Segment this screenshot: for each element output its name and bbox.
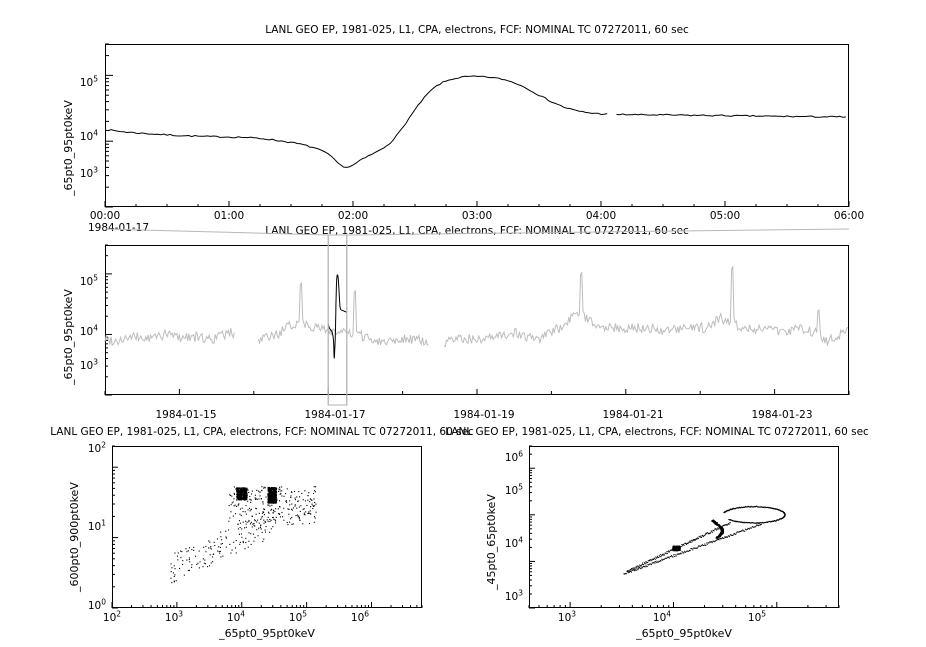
zoom-highlight-box [327, 234, 348, 406]
detail-timeseries-line [104, 75, 608, 168]
zoom-connector-right [346, 228, 850, 236]
scatter-left-ytick-1e1: 101 [87, 518, 106, 533]
overview-xtick-3: 1984-01-21 [602, 409, 664, 421]
detail-xtick-4: 04:00 [585, 210, 617, 222]
scatter-left-xtick-1e3: 103 [164, 609, 184, 624]
overview-highlight-segment [327, 274, 347, 359]
detail-ytick-1e4: 104 [79, 128, 98, 143]
overview-ytick-1e5: 105 [79, 273, 98, 288]
overview-timeseries-line [443, 265, 849, 348]
overview-ytick-1e3: 103 [79, 357, 98, 372]
detail-xtick-3: 03:00 [461, 210, 493, 222]
detail-xtick-6: 06:00 [833, 210, 865, 222]
scatter-left-points [170, 486, 317, 584]
scatter-right-ytick-1e3: 103 [504, 588, 523, 603]
scatter-left-xtick-1e5: 105 [288, 609, 308, 624]
overview-timeseries-line [104, 328, 235, 346]
scatter-right-xtick-1e4: 104 [652, 609, 672, 624]
overview-xtick-2: 1984-01-19 [453, 409, 515, 421]
overview-timeseries-line [257, 281, 429, 346]
scatter-right-xlabel: _65pt0_95pt0keV [636, 627, 732, 640]
scatter-left-frame [112, 446, 422, 608]
detail-timeseries-title: LANL GEO EP, 1981-025, L1, CPA, electron… [265, 24, 689, 36]
scatter-right-points [623, 505, 786, 575]
scatter-right-title: LANL GEO EP, 1981-025, L1, CPA, electron… [445, 426, 869, 438]
overview-xtick-0: 1984-01-15 [155, 409, 217, 421]
detail-xtick-0: 00:00 [89, 210, 121, 222]
scatter-right-frame [529, 446, 839, 608]
detail-timeseries-line [616, 113, 846, 118]
scatter-right-ytick-1e5: 105 [504, 482, 523, 497]
scatter-left-ytick-1e2: 102 [87, 440, 106, 455]
scatter-right-ytick-1e4: 104 [504, 535, 523, 550]
detail-xtick-5: 05:00 [709, 210, 741, 222]
scatter-left-xlabel: _65pt0_95pt0keV [219, 627, 315, 640]
scatter-left-xtick-1e2: 102 [102, 609, 122, 624]
scatter-right-xtick-1e5: 105 [747, 609, 767, 624]
detail-ytick-1e3: 103 [79, 165, 98, 180]
scatter-right-ytick-1e6: 106 [504, 449, 523, 464]
overview-xtick-4: 1984-01-23 [751, 409, 813, 421]
scatter-left-title: LANL GEO EP, 1981-025, L1, CPA, electron… [50, 426, 474, 438]
scatter-left-xtick-1e6: 106 [350, 609, 370, 624]
zoom-connector-left [104, 228, 329, 236]
scatter-left-xtick-1e4: 104 [226, 609, 246, 624]
detail-date-label: 1984-01-17 [88, 222, 150, 234]
scatter-right-xtick-1e3: 103 [557, 609, 577, 624]
detail-xtick-2: 02:00 [337, 210, 369, 222]
scatter-left-ytick-1e0: 100 [87, 597, 106, 612]
overview-ytick-1e4: 104 [79, 323, 98, 338]
overview-timeseries-title: LANL GEO EP, 1981-025, L1, CPA, electron… [265, 225, 689, 237]
overview-xtick-1: 1984-01-17 [304, 409, 366, 421]
detail-xtick-1: 01:00 [213, 210, 245, 222]
detail-ytick-1e5: 105 [79, 74, 98, 89]
